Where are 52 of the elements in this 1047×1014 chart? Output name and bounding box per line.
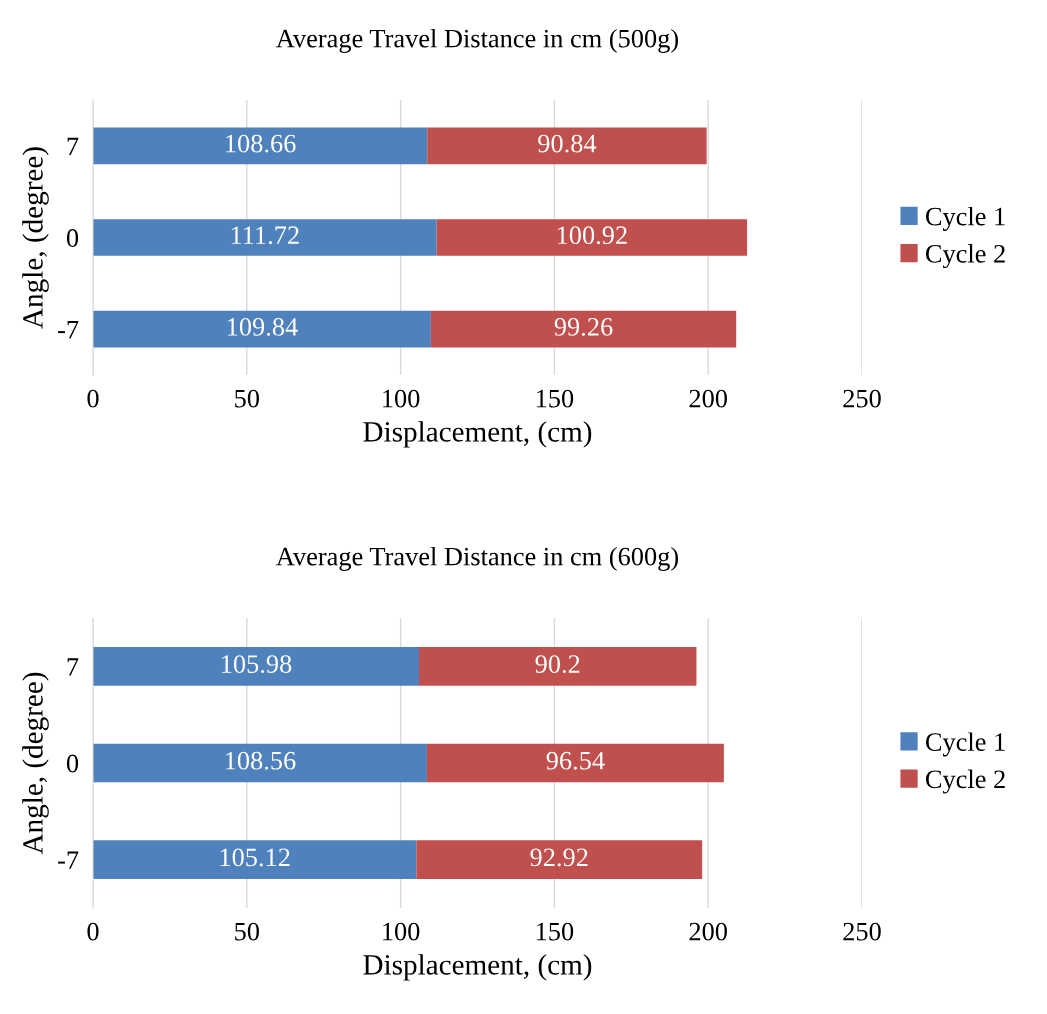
data-label: 100.92 <box>557 226 627 245</box>
y-tick-label: 0 <box>66 229 79 247</box>
data-label: 92.92 <box>530 848 588 867</box>
y-axis-title: Angle, (degree) <box>22 672 49 855</box>
data-label: 90.84 <box>538 134 597 153</box>
data-label: 108.66 <box>226 134 296 153</box>
data-label: 108.56 <box>226 751 296 770</box>
x-tick-label: 0 <box>87 922 99 941</box>
y-tick-label: -7 <box>58 851 79 869</box>
y-tick-label: 7 <box>67 658 79 676</box>
x-tick-label: 50 <box>235 389 259 408</box>
y-tick-label: -7 <box>58 321 79 339</box>
bar <box>418 647 697 686</box>
data-label: 109.84 <box>227 317 298 336</box>
x-tick-label: 250 <box>843 389 881 408</box>
bar <box>436 219 748 256</box>
x-tick-label: 100 <box>383 389 420 408</box>
chart-title: Average Travel Distance in cm (600g) <box>276 546 678 571</box>
y-axis-title: Angle, (degree) <box>22 147 49 329</box>
x-axis-title: Displacement, (cm) <box>363 954 592 981</box>
bar <box>93 310 431 348</box>
bar <box>93 127 428 165</box>
x-axis-title: Displacement, (cm) <box>363 421 592 448</box>
bar <box>93 647 419 686</box>
legend-label: Cycle 2 <box>925 769 1005 794</box>
bar <box>427 127 707 165</box>
x-tick-label: 50 <box>235 922 259 941</box>
x-tick-label: 0 <box>87 389 99 408</box>
y-tick-label: 7 <box>67 137 79 155</box>
x-tick-label: 150 <box>536 922 574 941</box>
chart-title: Average Travel Distance in cm (500g) <box>276 28 678 53</box>
data-label: 99.26 <box>554 318 613 336</box>
bar <box>430 310 737 348</box>
bar <box>93 219 437 256</box>
legend-label: Cycle 1 <box>925 206 1005 231</box>
bar <box>93 743 427 783</box>
data-label: 105.98 <box>222 655 292 674</box>
legend-label: Cycle 2 <box>925 244 1005 269</box>
data-label: 90.2 <box>535 655 580 674</box>
bar <box>93 840 417 879</box>
data-label: 111.72 <box>231 226 299 245</box>
data-label: 105.12 <box>220 848 290 867</box>
x-tick-label: 250 <box>843 922 881 941</box>
x-tick-label: 200 <box>689 389 727 408</box>
x-tick-label: 150 <box>536 389 574 408</box>
bar <box>416 840 703 879</box>
data-label: 96.54 <box>546 751 605 770</box>
y-tick-label: 0 <box>66 754 79 773</box>
bar <box>426 743 724 783</box>
x-tick-label: 200 <box>689 922 727 941</box>
x-tick-label: 100 <box>383 922 420 941</box>
legend-label: Cycle 1 <box>925 732 1005 757</box>
